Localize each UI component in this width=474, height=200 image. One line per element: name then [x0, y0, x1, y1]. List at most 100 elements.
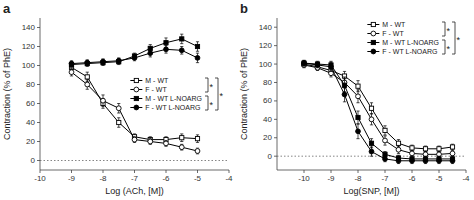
data-point — [179, 145, 184, 150]
data-point — [179, 48, 184, 53]
data-point — [116, 58, 121, 63]
significance-label: * — [447, 26, 451, 36]
x-tick — [134, 170, 135, 173]
error-bar — [149, 139, 152, 145]
error-bar — [316, 61, 319, 67]
error-bar — [70, 68, 73, 76]
y-axis-line — [277, 18, 278, 170]
data-point — [450, 151, 455, 156]
error-bar — [117, 58, 120, 64]
significance-label: * — [210, 100, 214, 110]
legend-label: M - WT — [382, 21, 406, 28]
y-tick — [37, 27, 40, 28]
error-bar — [86, 61, 89, 67]
legend-label: F - WT L-NOARG — [382, 48, 437, 55]
significance-bracket — [215, 78, 218, 110]
y-tick-label: 60 — [263, 96, 272, 105]
legend-label: F - WT — [382, 30, 404, 37]
error-bar — [196, 148, 199, 154]
x-tick-label: -7 — [381, 174, 389, 183]
y-tick — [37, 84, 40, 85]
y-tick-label: 140 — [259, 23, 273, 32]
error-bar — [149, 49, 152, 57]
data-point — [383, 128, 387, 132]
significance-bracket — [205, 78, 208, 92]
y-tick — [37, 141, 40, 142]
significance-label: * — [457, 35, 461, 45]
legend: M - WTF - WTM - WT L-NOARGF - WT L-NOARG… — [367, 21, 460, 55]
error-bar — [437, 158, 440, 164]
data-point — [356, 84, 360, 88]
y-tick-label: 80 — [263, 78, 272, 87]
error-bar — [383, 136, 386, 145]
y-tick-label: 60 — [26, 99, 35, 108]
x-tick — [103, 170, 104, 173]
x-tick-label: -5 — [435, 174, 443, 183]
data-point — [410, 158, 415, 163]
y-tick-label: 40 — [26, 118, 35, 127]
error-bar — [302, 61, 305, 67]
x-tick — [412, 170, 413, 173]
legend-label: M - WT — [145, 77, 169, 84]
legend-marker — [134, 96, 138, 100]
plot-area — [40, 34, 229, 160]
x-tick-label: -8 — [354, 174, 362, 183]
data-point — [423, 147, 427, 151]
x-tick-label: -7 — [131, 174, 139, 183]
x-tick — [304, 170, 305, 173]
x-tick-label: -4 — [462, 174, 470, 183]
error-bar — [410, 151, 413, 157]
data-point — [148, 51, 153, 56]
legend-marker — [371, 49, 376, 54]
series-line — [72, 49, 198, 63]
x-tick — [466, 170, 467, 173]
x-tick-label: -6 — [162, 174, 170, 183]
error-bar — [356, 124, 359, 139]
error-bar — [180, 34, 183, 44]
error-bar — [451, 158, 454, 164]
error-bar — [101, 95, 104, 106]
legend: M - WTF - WTM - WT L-NOARGF - WT L-NOARG… — [130, 77, 223, 111]
y-axis-line — [40, 18, 41, 170]
error-bar — [451, 151, 454, 157]
y-tick-label: 100 — [22, 61, 36, 70]
x-tick-label: -4 — [225, 174, 233, 183]
data-point — [342, 83, 346, 87]
error-bar — [451, 144, 454, 150]
error-bar — [117, 59, 120, 65]
x-tick — [71, 170, 72, 173]
x-tick — [197, 170, 198, 173]
error-bar — [117, 118, 120, 128]
y-tick — [37, 46, 40, 47]
data-point — [180, 136, 184, 140]
error-bar — [86, 80, 89, 90]
error-bar — [370, 103, 373, 114]
data-point — [116, 106, 121, 111]
series-line — [304, 65, 453, 154]
y-tick-label: 40 — [263, 115, 272, 124]
error-bar — [164, 141, 167, 147]
error-bar — [343, 87, 346, 102]
error-bar — [180, 144, 183, 150]
data-point — [132, 137, 137, 142]
data-point — [101, 59, 106, 64]
x-tick-label: -10 — [298, 174, 310, 183]
data-point — [195, 56, 200, 61]
figure: a020406080100120140-10-9-8-7-6-5-4Log (A… — [0, 0, 474, 200]
legend-marker — [371, 31, 376, 36]
x-tick — [439, 170, 440, 173]
data-point — [450, 145, 454, 149]
plot-area — [277, 60, 466, 163]
data-point — [69, 70, 74, 75]
data-point — [369, 141, 373, 145]
x-tick-label: -10 — [34, 174, 46, 183]
y-tick-label: 0 — [31, 156, 36, 165]
error-bar — [383, 156, 386, 162]
significance-bracket — [442, 40, 445, 54]
error-bar — [397, 158, 400, 164]
significance-label: * — [210, 82, 214, 92]
y-tick-label: 80 — [26, 80, 35, 89]
x-tick — [331, 170, 332, 173]
x-axis-label: Log (ACh, [M]) — [105, 186, 164, 196]
legend-marker — [134, 105, 139, 110]
